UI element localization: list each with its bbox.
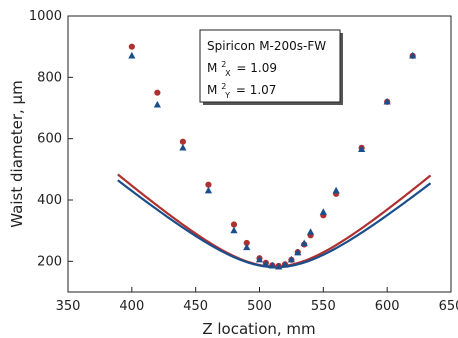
series-2-point [294,248,302,256]
x-tick-label: 500 [247,299,272,314]
legend-my-value: = 1.07 [236,83,277,97]
x-axis-ticks: 350 400 450 500 550 600 650 [56,287,458,314]
legend-my-line: M 2 Y = 1.07 [207,78,276,101]
series-1-point [128,43,135,50]
x-tick-label: 600 [375,299,400,314]
series-2-point [153,100,161,108]
series-2-point [306,228,315,235]
x-tick-label: 400 [119,299,144,314]
y-axis-ticks: 200 400 600 800 1000 [29,9,73,269]
legend-my-base: M [207,83,217,97]
series-2-point [262,260,270,267]
series-2-point [300,239,308,247]
series-2-point [287,255,296,263]
y-axis-title: Waist diameter, µm [8,80,26,227]
series-2-point [319,208,327,215]
y-tick-label: 600 [37,132,62,147]
legend-box: Spiricon M-200s-FW M 2 X = 1.09 M 2 Y = … [199,29,343,105]
series-2-point [255,255,264,263]
series-2-point [409,51,417,59]
series-2-point [230,226,238,234]
series-2-point [383,97,391,105]
fit-curve-1 [117,173,432,268]
series-1-point [243,239,250,247]
series-2-point [275,262,283,270]
fit-curves [117,173,432,269]
series-2-point [128,51,136,59]
legend-mx-sup: 2 [221,60,226,69]
legend-mx-base: M [207,61,217,75]
legend-background [199,29,341,103]
fit-curve-2 [117,179,432,269]
x-tick-label: 450 [183,299,208,314]
y-tick-label: 800 [37,70,62,85]
legend-title: Spiricon M-200s-FW [207,39,326,53]
y-tick-label: 1000 [29,9,62,24]
series-2-point [332,186,340,194]
series-1-point [205,181,212,188]
series-2-point [268,261,276,269]
legend-my-sup: 2 [221,82,226,91]
series-2-point [243,243,251,251]
legend-my-sub: Y [224,91,230,100]
series-2-point [358,145,366,152]
series-1-point [230,221,238,228]
legend-mx-sub: X [225,69,231,78]
x-tick-label: 350 [56,299,81,314]
x-axis-title: Z location, mm [202,320,315,338]
legend-mx-line: M 2 X = 1.09 [207,56,277,79]
y-tick-label: 400 [37,193,62,208]
series-2-point [179,143,187,151]
data-points [128,43,417,270]
series-2-point [204,186,213,194]
series-2-point [281,261,289,268]
series-1-point [154,89,161,96]
x-tick-label: 550 [311,299,336,314]
series-1-point [179,138,186,145]
legend-mx-value: = 1.09 [236,61,277,75]
x-tick-label: 650 [439,299,458,314]
y-tick-label: 200 [37,254,62,269]
